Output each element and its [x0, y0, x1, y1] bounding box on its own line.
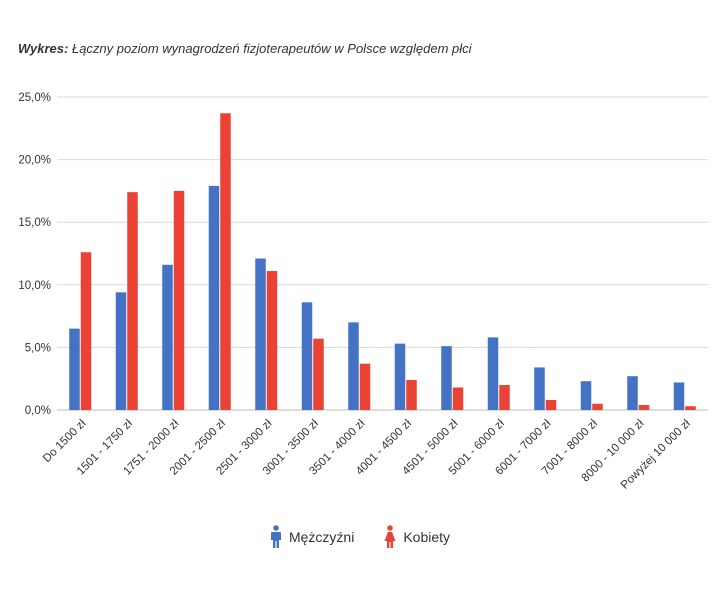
- legend-label-women: Kobiety: [403, 529, 451, 545]
- bar-women: [127, 192, 138, 410]
- chart-title-text: Łączny poziom wynagrodzeń fizjoterapeutó…: [71, 41, 472, 56]
- bar-men: [441, 346, 452, 410]
- bar-men: [115, 292, 127, 410]
- bar-men: [487, 337, 499, 410]
- bar-men: [627, 376, 638, 410]
- female-person-icon: [384, 525, 396, 549]
- bar-women: [499, 384, 510, 410]
- chart-title: Wykres: Łączny poziom wynagrodzeń fizjot…: [18, 41, 472, 56]
- bar-women: [173, 190, 185, 410]
- bar-men: [348, 322, 359, 410]
- legend-label-men: Mężczyźni: [288, 529, 355, 545]
- y-tick-label: 0,0%: [25, 405, 51, 417]
- bar-men: [162, 264, 173, 410]
- bar-men: [534, 367, 545, 410]
- y-tick-label: 5,0%: [25, 342, 51, 354]
- bar-women: [406, 379, 417, 410]
- bar-women: [452, 387, 464, 410]
- bar-men: [301, 302, 313, 410]
- bar-women: [359, 363, 371, 410]
- bar-women: [266, 271, 278, 410]
- bar-women: [545, 399, 557, 410]
- bar-men: [394, 343, 406, 410]
- chart-legend: Mężczyźni Kobiety: [0, 525, 720, 549]
- bar-men: [673, 382, 685, 410]
- y-tick-label: 15,0%: [18, 217, 51, 229]
- bar-women: [80, 252, 92, 410]
- bar-men: [580, 381, 592, 410]
- bar-women: [638, 404, 650, 410]
- y-tick-label: 10,0%: [18, 280, 51, 292]
- chart-title-prefix: Wykres:: [18, 41, 69, 56]
- bar-men: [208, 185, 220, 410]
- legend-item-women[interactable]: Kobiety: [384, 525, 450, 549]
- y-tick-label: 20,0%: [18, 155, 51, 167]
- bar-men: [69, 328, 80, 410]
- male-person-icon: [270, 525, 282, 549]
- bar-women: [220, 113, 231, 410]
- legend-item-men[interactable]: Mężczyźni: [270, 525, 354, 549]
- bar-women: [313, 338, 324, 410]
- bar-men: [255, 258, 266, 410]
- y-tick-label: 25,0%: [18, 92, 51, 104]
- bar-women: [685, 406, 696, 410]
- bar-women: [592, 403, 603, 410]
- x-tick-label: Do 1500 zł: [41, 417, 89, 465]
